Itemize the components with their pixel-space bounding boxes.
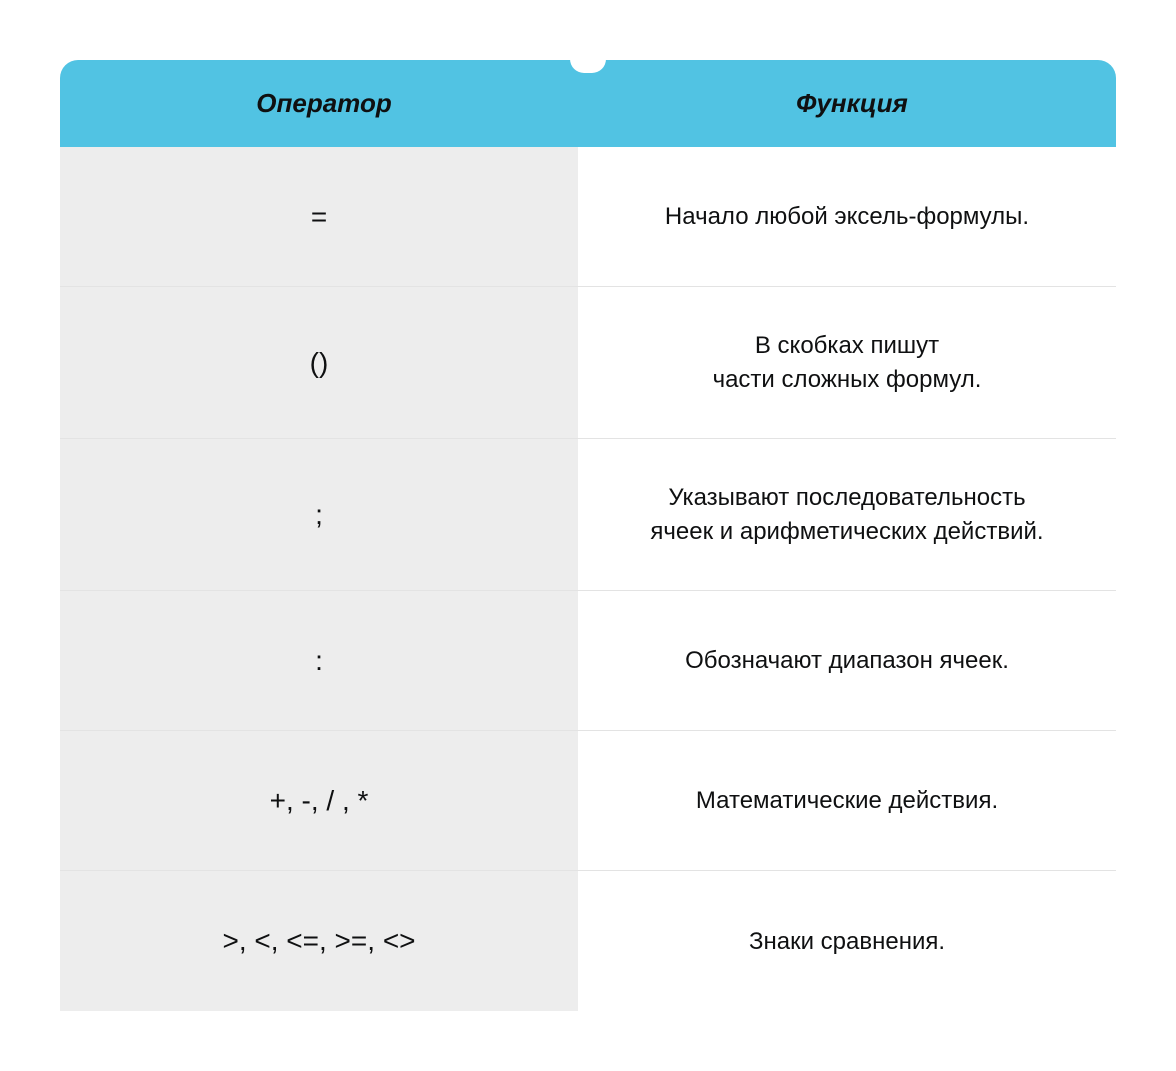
operators-table: Оператор Функция = Начало любой эксель-ф… — [60, 60, 1116, 1011]
operator-cell: +, -, / , * — [60, 731, 578, 870]
header-operator: Оператор — [60, 60, 588, 147]
table-body: = Начало любой эксель-формулы. () В скоб… — [60, 147, 1116, 1011]
header-function: Функция — [588, 60, 1116, 147]
header-row: Оператор Функция — [60, 60, 1116, 147]
table-row: () В скобках пишут части сложных формул. — [60, 287, 1116, 439]
table-header: Оператор Функция — [60, 60, 1116, 147]
operator-cell: >, <, <=, >=, <> — [60, 871, 578, 1011]
function-cell: Начало любой эксель-формулы. — [578, 147, 1116, 286]
operator-cell: () — [60, 287, 578, 438]
table-row: +, -, / , * Математические действия. — [60, 731, 1116, 871]
table-row: >, <, <=, >=, <> Знаки сравнения. — [60, 871, 1116, 1011]
operator-cell: = — [60, 147, 578, 286]
operator-cell: ; — [60, 439, 578, 590]
operator-cell: : — [60, 591, 578, 730]
table-row: = Начало любой эксель-формулы. — [60, 147, 1116, 287]
function-cell: Знаки сравнения. — [578, 871, 1116, 1011]
function-cell: Указывают последовательность ячеек и ари… — [578, 439, 1116, 590]
function-cell: Обозначают диапазон ячеек. — [578, 591, 1116, 730]
table-row: : Обозначают диапазон ячеек. — [60, 591, 1116, 731]
table-row: ; Указывают последовательность ячеек и а… — [60, 439, 1116, 591]
function-cell: В скобках пишут части сложных формул. — [578, 287, 1116, 438]
function-cell: Математические действия. — [578, 731, 1116, 870]
